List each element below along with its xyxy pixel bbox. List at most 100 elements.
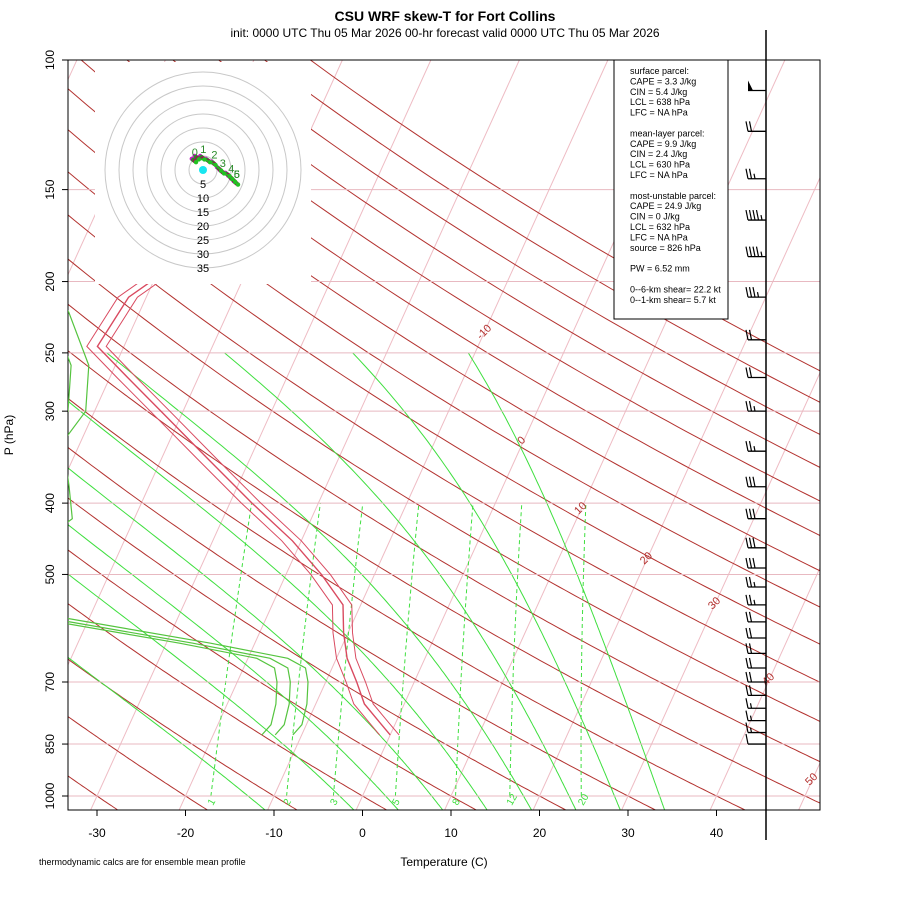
isotherm-line: [798, 761, 820, 810]
wind-barb-full: [748, 594, 753, 606]
wind-barb-full: [748, 287, 753, 298]
mixing-ratio-label: 1: [206, 797, 219, 808]
info-line: CAPE = 9.9 J/kg: [630, 139, 696, 149]
wind-barb: [745, 698, 766, 709]
info-line: CIN = 0 J/kg: [630, 212, 680, 222]
mixing-ratio-labels: 1 2 3 5 8 12 20: [206, 792, 592, 808]
isotherm-label: 40: [760, 671, 777, 688]
wind-barb-half: [760, 251, 763, 257]
y-tick-label: 700: [43, 672, 57, 692]
wind-barb-full: [748, 537, 753, 548]
dry-adiabat: [309, 60, 820, 372]
moist-adiabat-lines: [68, 352, 666, 810]
chart-subtitle: init: 0000 UTC Thu 05 Mar 2026 00-hr for…: [230, 26, 659, 40]
isotherm-line: [532, 176, 820, 810]
hodograph-point: [227, 174, 232, 179]
wind-barb-full: [748, 441, 753, 452]
info-line: LFC = NA hPa: [630, 170, 688, 180]
wind-barb-full: [748, 508, 753, 519]
hodograph-point: [207, 160, 213, 165]
hodograph-ring: [160, 127, 246, 213]
wind-barb-full: [745, 611, 749, 623]
mixing-ratio-label: 5: [390, 797, 403, 808]
hodograph-ring-label: 30: [197, 249, 209, 261]
dry-adiabat: [80, 60, 820, 537]
isotherm-line: [621, 371, 820, 810]
wind-barb-full: [745, 537, 749, 548]
hodograph-height-label: 0: [192, 147, 198, 159]
moist-adiabat: [352, 352, 621, 810]
wind-barb-full: [745, 557, 749, 569]
hodograph-height-label: 5: [234, 169, 240, 181]
dry-adiabat: [68, 549, 478, 810]
wind-barb: [745, 576, 766, 588]
wind-barb-full: [748, 627, 753, 639]
hodograph-point: [202, 157, 207, 162]
wind-barb: [745, 246, 766, 258]
wind-barb-full: [755, 209, 760, 221]
wind-barb-half: [753, 599, 756, 606]
wind-barb: [745, 557, 766, 569]
wind-barb-full: [748, 121, 753, 132]
y-tick-label: 150: [43, 179, 57, 199]
hodograph-height-label: 2: [211, 150, 217, 162]
mixing-ratio-line: [580, 503, 587, 796]
wind-barb-full: [745, 594, 749, 606]
hodograph-point: [219, 168, 224, 173]
wind-barb: [745, 441, 766, 452]
y-axis: 100 150 200 250 300 400 500 700 850 1000: [43, 50, 68, 809]
wind-barb-full: [745, 710, 749, 721]
hodograph-point: [213, 162, 218, 168]
wind-barb-half: [756, 292, 760, 298]
wind-barb-half: [760, 214, 763, 221]
moist-adiabat: [68, 524, 399, 810]
wind-barb-full: [745, 722, 749, 733]
wind-barb-full: [745, 576, 749, 588]
y-tick-label: 300: [43, 401, 57, 421]
hodograph-point: [221, 171, 227, 176]
wind-barb-full: [748, 611, 753, 623]
wind-barb: [745, 329, 766, 341]
hodograph-point: [230, 176, 235, 182]
mixing-ratio-line: [455, 503, 474, 797]
hodograph-height-label: 4: [228, 164, 234, 176]
wind-barb-full: [748, 329, 753, 340]
hodograph-ring: [132, 99, 274, 241]
mixing-ratio-label: 2: [282, 797, 295, 808]
hodograph-storm-motion: [199, 166, 207, 174]
info-line: LCL = 632 hPa: [630, 222, 690, 232]
wind-barb-full: [745, 441, 749, 452]
wind-barb-full: [748, 576, 753, 588]
y-tick-label: 1000: [43, 782, 57, 809]
wind-barb-half: [749, 715, 753, 721]
info-line: LCL = 630 hPa: [630, 160, 690, 170]
moist-adiabat: [106, 352, 533, 810]
y-tick-label: 250: [43, 343, 57, 363]
isotherm-label: 10: [572, 500, 589, 517]
wind-barb: [745, 367, 766, 379]
wind-barb: [745, 121, 766, 132]
wind-barb-full: [745, 685, 749, 696]
wind-barb: [745, 733, 766, 745]
wind-barb: [745, 627, 766, 639]
wind-barb: [745, 643, 766, 654]
wind-barb-half: [753, 581, 756, 588]
mixing-ratio-label: 12: [505, 792, 520, 808]
x-tick-label: 40: [710, 826, 724, 840]
wind-barb: [745, 611, 766, 623]
mixing-ratio-label: 20: [576, 792, 591, 808]
wind-barb-full: [745, 733, 749, 745]
wind-barb-full: [752, 287, 756, 298]
info-line: LFC = NA hPa: [630, 232, 688, 242]
hodograph-ring: [118, 85, 288, 255]
dry-adiabat-lines: [68, 60, 820, 810]
wind-barb-panel: [745, 30, 767, 840]
dry-adiabat: [263, 60, 820, 403]
y-tick-label: 200: [43, 271, 57, 291]
x-tick-label: 20: [533, 826, 547, 840]
wind-barb: [745, 168, 766, 180]
wind-barb-full: [755, 246, 760, 257]
info-line: CAPE = 3.3 J/kg: [630, 76, 696, 86]
wind-barb-full: [752, 557, 756, 569]
